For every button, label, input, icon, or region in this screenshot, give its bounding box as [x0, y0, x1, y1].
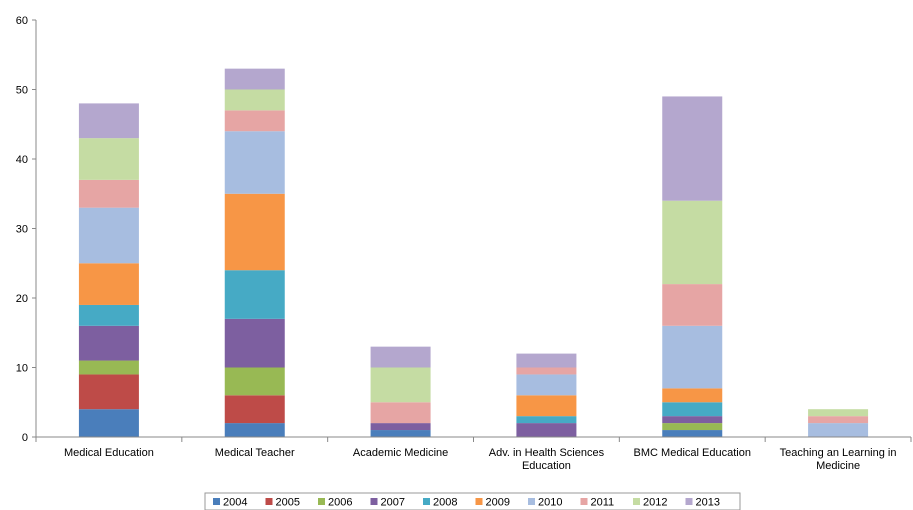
legend-label: 2011	[591, 497, 615, 509]
bar-segment	[516, 395, 577, 417]
bar-segment	[224, 395, 285, 424]
bar-segment	[78, 360, 139, 375]
bar-segment	[662, 430, 723, 437]
bars	[78, 68, 869, 437]
bar-segment	[224, 367, 285, 396]
bar-segment	[516, 416, 577, 424]
bar-segment	[224, 423, 285, 437]
x-category-label: BMC Medical Education	[634, 447, 751, 459]
legend-swatch	[318, 498, 325, 505]
bar-segment	[516, 353, 577, 368]
bar-segment	[224, 193, 285, 271]
legend-label: 2013	[696, 497, 720, 509]
bar-segment	[370, 430, 431, 437]
bar-segment	[370, 402, 431, 424]
legend-swatch	[213, 498, 220, 505]
y-tick-label: 20	[16, 293, 28, 305]
x-category-label: Education	[522, 460, 571, 472]
bar-segment	[516, 367, 577, 375]
legend-swatch	[633, 498, 640, 505]
bar-segment	[662, 200, 723, 285]
bar-segment	[224, 68, 285, 90]
bar-segment	[808, 416, 869, 424]
y-tick-label: 60	[16, 15, 28, 27]
bar-segment	[78, 263, 139, 305]
y-tick-label: 50	[16, 85, 28, 97]
x-axis: Medical Education Medical Teacher Academic…	[35, 436, 912, 472]
legend-swatch	[423, 498, 430, 505]
bar-segment	[78, 304, 139, 326]
x-category-label: Teaching an Learning in	[780, 447, 897, 459]
legend-swatch	[475, 498, 483, 505]
bar-segment	[662, 402, 723, 417]
bar-segment	[516, 423, 577, 437]
bar-segment	[516, 374, 577, 396]
y-tick-label: 40	[16, 154, 28, 166]
legend-swatch	[265, 498, 273, 505]
legend-label: 2010	[538, 497, 562, 509]
bar-segment	[662, 416, 723, 424]
x-category-label: Medical Teacher	[215, 447, 295, 459]
legend-label: 2009	[486, 497, 510, 509]
bar-segment	[78, 179, 139, 208]
bar-segment	[224, 89, 285, 111]
legend-label: 2004	[223, 497, 247, 509]
x-category-label: Medicine	[816, 460, 860, 472]
legend: 2004 2005 2006 2007 2008 2009 2010 2011 2012 2013	[204, 492, 741, 510]
bar-segment	[662, 325, 723, 389]
bar-segment	[370, 423, 431, 431]
bar-segment	[78, 138, 139, 180]
legend-label: 2006	[328, 497, 352, 509]
legend-swatch	[580, 498, 588, 505]
bar-segment	[78, 409, 139, 437]
bar-segment	[78, 207, 139, 264]
y-axis: 0 10 20 30 40 50 60	[16, 15, 37, 444]
legend-label: 2007	[381, 497, 405, 509]
bar-segment	[662, 284, 723, 326]
bar-segment	[224, 270, 285, 319]
x-category-label: Medical Education	[64, 447, 154, 459]
bar-segment	[662, 388, 723, 403]
bar-segment	[78, 325, 139, 361]
y-tick-label: 30	[16, 224, 28, 236]
bar-segment	[224, 318, 285, 368]
bar-segment	[224, 131, 285, 194]
bar-segment	[78, 374, 139, 410]
y-tick-label: 10	[16, 363, 28, 375]
bar-segment	[808, 409, 869, 417]
bar-segment	[78, 103, 139, 139]
bar-segment	[370, 367, 431, 403]
bar-segment	[808, 423, 869, 437]
legend-label: 2012	[643, 497, 667, 509]
y-tick-label: 0	[22, 432, 28, 444]
x-category-label: Adv. in Health Sciences	[489, 447, 605, 459]
legend-swatch	[685, 498, 693, 505]
legend-swatch	[370, 498, 378, 505]
bar-segment	[662, 96, 723, 201]
bar-segment	[224, 110, 285, 132]
legend-swatch	[528, 498, 535, 505]
legend-label: 2008	[433, 497, 457, 509]
bar-segment	[662, 423, 723, 431]
legend-box	[204, 492, 741, 510]
x-category-label: Academic Medicine	[353, 447, 448, 459]
legend-label: 2005	[276, 497, 300, 509]
bar-segment	[370, 346, 431, 368]
